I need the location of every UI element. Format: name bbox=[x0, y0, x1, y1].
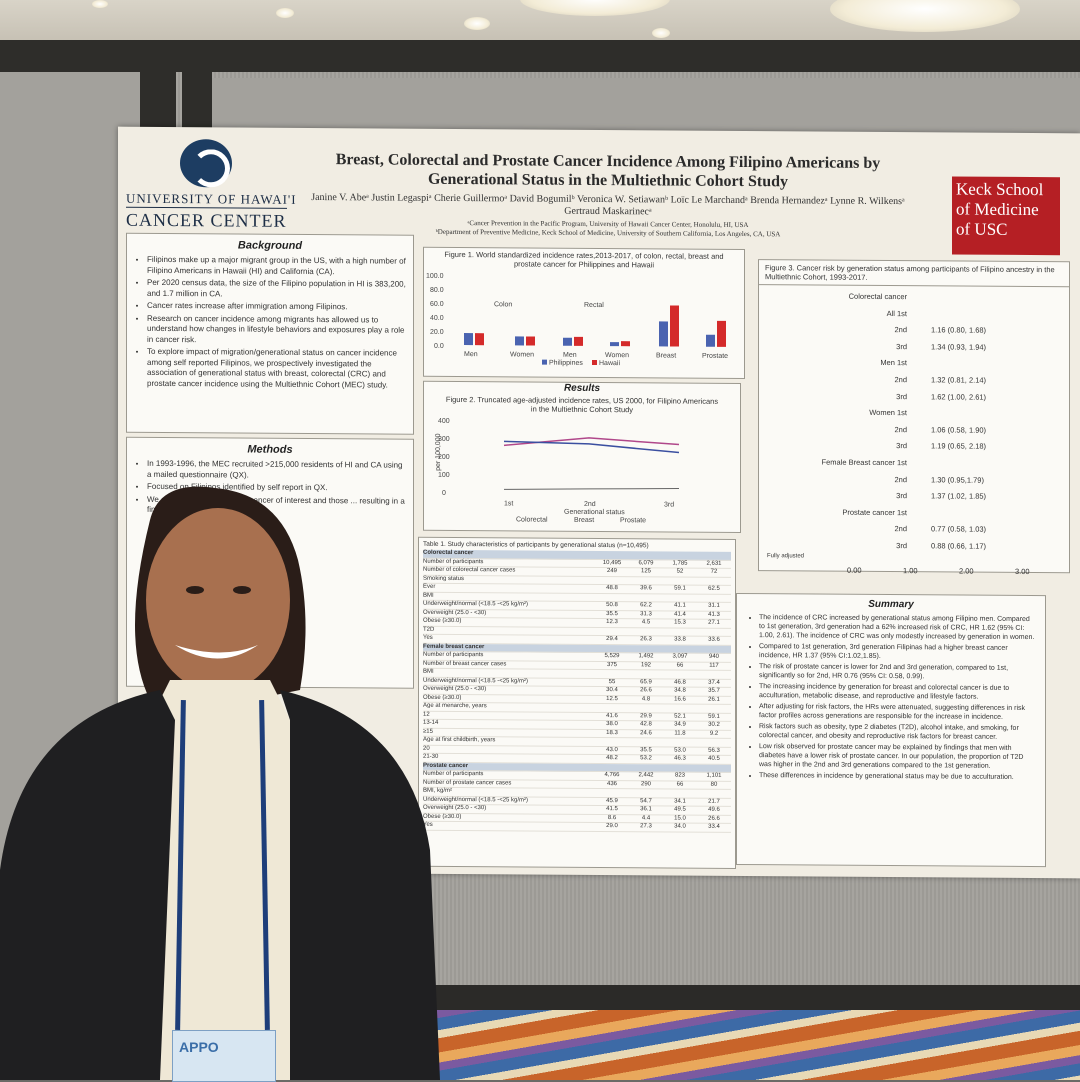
x-tick: 3rd bbox=[664, 501, 674, 508]
bar bbox=[526, 336, 535, 346]
axis-tick: 100.0 bbox=[426, 273, 444, 280]
figure-1-bar-chart: 100.0 80.0 60.0 40.0 20.0 0.0 Colon Rect… bbox=[426, 273, 728, 367]
recessed-light bbox=[92, 0, 108, 8]
category-label: Men bbox=[464, 351, 478, 358]
legend-label: Prostate bbox=[620, 517, 646, 524]
legend-label: Hawaii bbox=[599, 360, 620, 367]
category-label: Prostate bbox=[702, 353, 728, 360]
panel-frame bbox=[140, 52, 176, 132]
face bbox=[146, 508, 290, 692]
group-label-colon: Colon bbox=[494, 301, 512, 308]
smile bbox=[175, 645, 258, 659]
bar bbox=[670, 305, 679, 347]
name-badge: APPO bbox=[172, 1030, 276, 1082]
axis-tick: 300 bbox=[438, 436, 450, 443]
bar bbox=[515, 336, 524, 346]
bar bbox=[621, 341, 630, 347]
axis-tick: 0 bbox=[442, 490, 446, 497]
axis-tick: 40.0 bbox=[430, 315, 444, 322]
category-label: Women bbox=[510, 351, 534, 358]
category-label: Men bbox=[563, 352, 577, 359]
axis-tick: 60.0 bbox=[430, 301, 444, 308]
figure-2-line-chart: 400 300 200 100 0 per 100,000 1st 2nd 3r… bbox=[435, 418, 680, 524]
eye bbox=[233, 586, 251, 594]
series-line-colorectal bbox=[503, 488, 680, 490]
bar bbox=[475, 333, 484, 346]
recessed-light bbox=[652, 28, 670, 38]
series-line-prostate bbox=[503, 440, 680, 454]
bar bbox=[717, 320, 726, 347]
recessed-light bbox=[276, 8, 294, 18]
bar bbox=[659, 321, 668, 347]
bar bbox=[706, 334, 715, 347]
panel-base bbox=[410, 985, 1080, 1013]
bar bbox=[610, 342, 619, 347]
figure-2: Results Figure 2. Truncated age-adjusted… bbox=[423, 380, 741, 533]
legend-label: Philippines bbox=[549, 360, 583, 367]
group-label-rectal: Rectal bbox=[584, 302, 604, 309]
x-tick: 1st bbox=[504, 500, 513, 507]
panel-frame bbox=[182, 46, 212, 138]
category-label: Breast bbox=[656, 352, 676, 359]
x-axis-label: Generational status bbox=[564, 509, 625, 516]
bars bbox=[464, 305, 726, 347]
legend-swatch bbox=[542, 359, 547, 365]
axis-tick: 80.0 bbox=[430, 287, 444, 294]
axis-tick: 400 bbox=[438, 418, 450, 425]
x-tick: 2nd bbox=[584, 501, 596, 508]
bar bbox=[464, 333, 473, 346]
blazer-left bbox=[0, 690, 175, 1080]
axis-tick: 0.0 bbox=[434, 343, 444, 350]
ceiling-light bbox=[520, 0, 670, 16]
research-poster: UNIVERSITY OF HAWAI'I CANCER CENTER Brea… bbox=[118, 126, 1080, 879]
legend-label: Colorectal bbox=[516, 516, 548, 523]
y-axis-label: per 100,000 bbox=[435, 433, 442, 471]
bar bbox=[574, 336, 583, 346]
legend-swatch bbox=[592, 359, 597, 365]
recessed-light bbox=[464, 17, 490, 30]
figure-1: Figure 1. World standardized incidence r… bbox=[423, 246, 745, 380]
axis-tick: 20.0 bbox=[430, 329, 444, 336]
bar bbox=[563, 337, 572, 346]
category-label: Women bbox=[605, 352, 629, 359]
legend-label: Breast bbox=[574, 517, 594, 524]
badge-text: APPO bbox=[179, 1039, 219, 1055]
axis-tick: 200 bbox=[438, 454, 450, 461]
axis-tick: 100 bbox=[438, 472, 450, 479]
eye bbox=[186, 586, 204, 594]
panel-frame bbox=[0, 40, 1080, 72]
blazer-right bbox=[280, 690, 440, 1080]
